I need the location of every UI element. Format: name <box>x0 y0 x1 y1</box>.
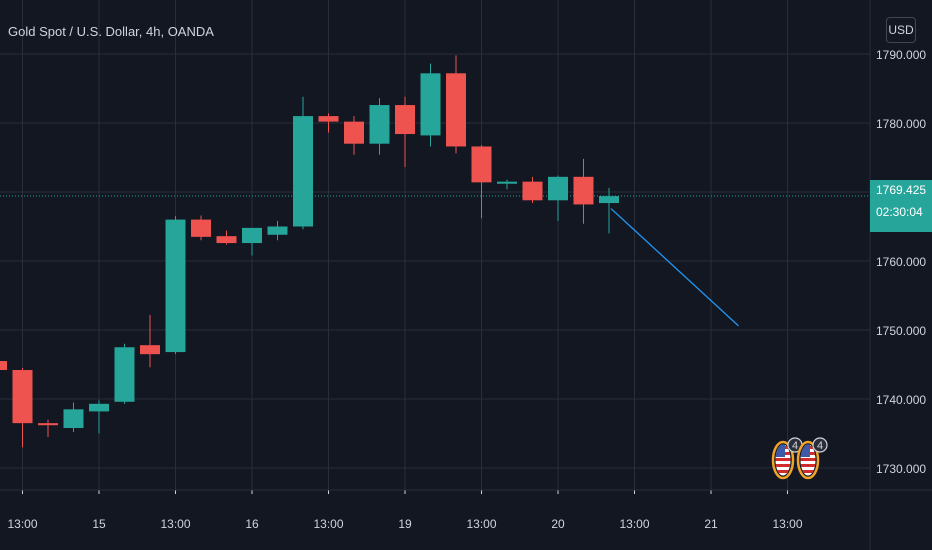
candle <box>573 158 594 224</box>
candle-body <box>522 181 543 201</box>
candle-body <box>165 219 186 353</box>
y-tick-label: 1790.000 <box>876 48 926 62</box>
candle <box>89 400 109 434</box>
candle <box>12 367 33 448</box>
candle-body <box>242 227 262 244</box>
candle-body <box>395 105 415 135</box>
candle-body <box>471 146 492 183</box>
x-tick-label: 19 <box>398 517 412 531</box>
x-tick-label: 13:00 <box>160 517 190 531</box>
candle <box>446 55 466 154</box>
candle <box>471 145 492 219</box>
candle <box>369 98 390 155</box>
candle-body <box>548 176 568 201</box>
candle <box>344 116 364 155</box>
trendline <box>610 208 739 327</box>
candle-body <box>369 105 390 144</box>
candle <box>267 220 288 241</box>
candle-body <box>12 370 33 424</box>
candle-body <box>89 403 109 412</box>
candle <box>191 215 211 241</box>
x-tick-label: 21 <box>704 517 718 531</box>
y-tick-label: 1760.000 <box>876 255 926 269</box>
y-tick-label: 1780.000 <box>876 117 926 131</box>
candle-body <box>63 409 84 428</box>
candle-body <box>497 181 517 184</box>
candle <box>0 361 7 371</box>
candle <box>38 419 58 437</box>
candle <box>548 175 568 221</box>
candle <box>63 402 84 433</box>
candles <box>0 55 619 448</box>
bar-countdown: 02:30:04 <box>876 205 923 219</box>
candle <box>216 230 237 245</box>
last-price-label: 1769.425 02:30:04 <box>870 180 932 232</box>
candle <box>114 343 135 404</box>
event-count: 4 <box>792 440 798 452</box>
candle-body <box>293 116 313 227</box>
currency-button[interactable]: USD <box>886 17 916 43</box>
candle-body <box>0 361 7 371</box>
event-count: 4 <box>817 440 823 452</box>
candle-body <box>318 116 339 122</box>
candle <box>242 227 262 256</box>
trendline-layer[interactable] <box>610 208 739 327</box>
candle-body <box>38 423 58 426</box>
candle-body <box>191 219 211 237</box>
x-tick-label: 13:00 <box>619 517 649 531</box>
candle-body <box>420 73 441 136</box>
us-flag-icon[interactable]: 4 <box>796 436 828 488</box>
candle <box>522 176 543 204</box>
candle-body <box>599 196 619 204</box>
candle <box>165 216 186 355</box>
x-tick-label: 15 <box>92 517 106 531</box>
candle-body <box>114 347 135 402</box>
candle-body <box>344 121 364 144</box>
candle <box>318 113 339 133</box>
x-tick-label: 13:00 <box>7 517 37 531</box>
candle-body <box>446 73 466 147</box>
x-tick-label: 13:00 <box>466 517 496 531</box>
x-tick-label: 20 <box>551 517 565 531</box>
candle <box>140 314 160 368</box>
y-tick-label: 1750.000 <box>876 324 926 338</box>
candle-body <box>140 345 160 355</box>
x-tick-label: 13:00 <box>313 517 343 531</box>
candle <box>497 179 517 190</box>
last-price-value: 1769.425 <box>876 183 927 197</box>
symbol-title[interactable]: Gold Spot / U.S. Dollar, 4h, OANDA <box>8 24 214 39</box>
y-tick-label: 1730.000 <box>876 462 926 476</box>
candle-body <box>216 236 237 244</box>
candle-body <box>267 226 288 235</box>
candle <box>599 187 619 234</box>
x-tick-label: 16 <box>245 517 259 531</box>
candle <box>420 63 441 147</box>
candle <box>293 96 313 230</box>
candle <box>395 96 415 168</box>
candle-body <box>573 176 594 205</box>
x-tick-label: 13:00 <box>772 517 802 531</box>
y-tick-label: 1740.000 <box>876 393 926 407</box>
